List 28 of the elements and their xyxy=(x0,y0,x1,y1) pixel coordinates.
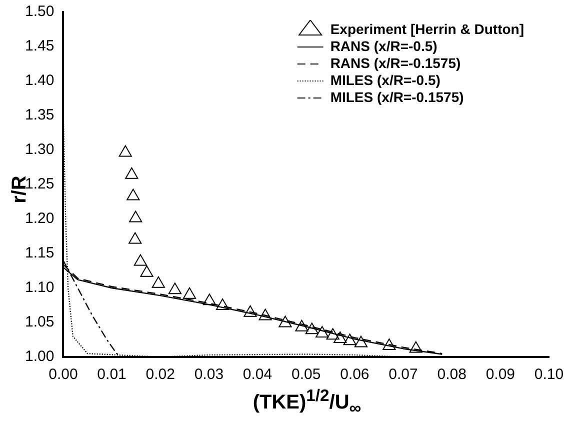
x-tick-label: 0.10 xyxy=(534,366,564,384)
x-tick-label: 0.02 xyxy=(146,366,175,384)
x-tick-label: 0.08 xyxy=(437,366,466,384)
legend-label: MILES (x/R=-0.5) xyxy=(330,72,440,88)
legend-label: MILES (x/R=-0.1575) xyxy=(330,88,464,105)
x-tick-label: 0.05 xyxy=(291,366,321,384)
y-tick-label: 1.40 xyxy=(24,72,54,90)
y-tick-label: 1.50 xyxy=(24,3,54,20)
x-tick-label: 0.01 xyxy=(97,366,126,384)
y-tick-label: 1.30 xyxy=(24,141,54,158)
y-tick-label: 1.10 xyxy=(24,279,54,296)
x-tick-label: 0.04 xyxy=(242,366,272,384)
y-tick-label: 1.15 xyxy=(24,244,54,262)
y-tick-label: 1.00 xyxy=(24,348,54,366)
legend-label: RANS (x/R=-0.1575) xyxy=(330,54,461,71)
y-tick-label: 1.20 xyxy=(24,210,54,228)
y-tick-label: 1.05 xyxy=(24,314,54,331)
x-tick-label: 0.03 xyxy=(194,366,224,384)
legend-label: Experiment [Herrin & Dutton] xyxy=(330,20,524,37)
x-tick-label: 0.09 xyxy=(486,366,516,384)
y-tick-label: 1.35 xyxy=(24,106,54,124)
y-tick-label: 1.25 xyxy=(24,176,54,193)
x-axis-title: (TKE)$^{1/2}$/U$_{∞}$ xyxy=(252,386,362,419)
legend-label: RANS (x/R=-0.5) xyxy=(330,38,438,54)
x-tick-label: 0.00 xyxy=(48,366,78,384)
x-tick-label: 0.06 xyxy=(340,366,370,384)
x-tick-label: 0.07 xyxy=(388,366,418,384)
y-tick-label: 1.45 xyxy=(24,38,54,55)
